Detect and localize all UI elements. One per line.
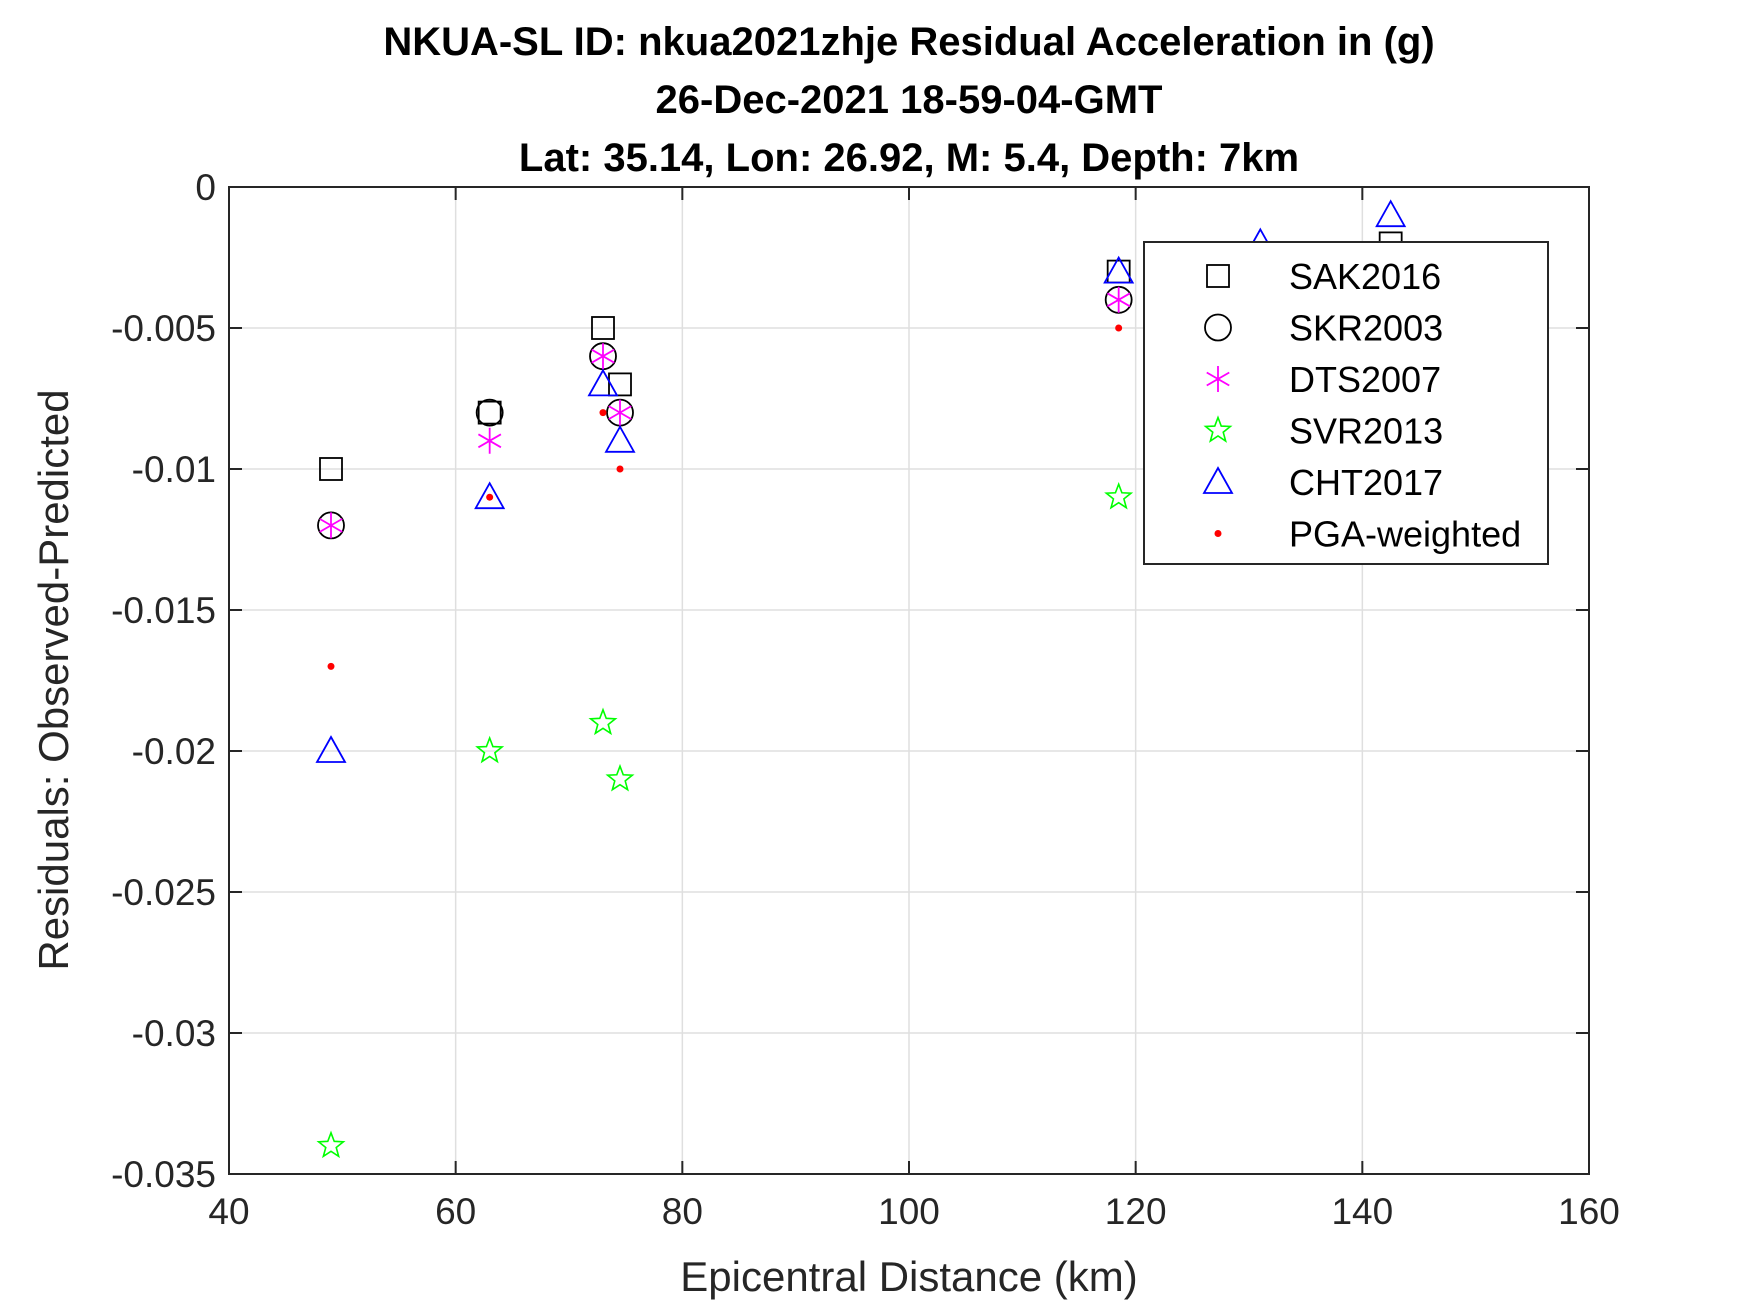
legend-item: SKR2003 xyxy=(1204,308,1443,349)
x-tick-label: 160 xyxy=(1558,1191,1620,1232)
series-svr2013 xyxy=(316,481,1134,1159)
point-pga-weighted xyxy=(327,662,335,670)
point-pga-weighted xyxy=(1115,324,1123,332)
legend-label: DTS2007 xyxy=(1289,359,1441,400)
point-dts2007 xyxy=(477,427,502,454)
x-axis-label: Epicentral Distance (km) xyxy=(680,1253,1137,1300)
legend-marker-skr2003 xyxy=(1204,313,1232,342)
point-sak2016 xyxy=(608,372,632,397)
point-cht2017 xyxy=(604,424,636,453)
series-dts2007 xyxy=(319,286,1131,539)
y-tick-label: -0.005 xyxy=(111,308,216,349)
title-line-2: 26-Dec-2021 18-59-04-GMT xyxy=(656,78,1163,122)
point-cht2017 xyxy=(315,735,347,763)
point-svr2013 xyxy=(316,1130,346,1159)
point-sak2016 xyxy=(477,400,502,425)
x-tick-label: 140 xyxy=(1331,1191,1393,1232)
point-dts2007 xyxy=(591,343,615,370)
x-tick-label: 40 xyxy=(208,1191,249,1232)
plot-frame xyxy=(228,186,1590,1175)
point-cht2017 xyxy=(1375,199,1407,228)
point-pga-weighted xyxy=(616,465,624,473)
point-sak2016 xyxy=(319,457,343,481)
legend-item: SAK2016 xyxy=(1206,256,1441,297)
legend-item: DTS2007 xyxy=(1206,359,1441,400)
y-tick-label: -0.01 xyxy=(132,449,216,490)
legend-marker-dts2007 xyxy=(1206,366,1230,392)
point-skr2003 xyxy=(475,398,504,427)
x-tick-label: 120 xyxy=(1105,1191,1167,1232)
point-sak2016 xyxy=(591,316,615,340)
y-tick-label: -0.035 xyxy=(111,1154,216,1195)
y-axis-label: Residuals: Observed-Predicted xyxy=(30,389,77,970)
point-svr2013 xyxy=(1104,481,1134,510)
legend-label: PGA-weighted xyxy=(1289,514,1521,555)
legend-marker-sak2016 xyxy=(1206,264,1230,288)
legend-label: SAK2016 xyxy=(1289,256,1441,297)
legend-item: PGA-weighted xyxy=(1214,514,1521,555)
legend: SAK2016 SKR2003 DTS2007 SVR2013 CHT2017 PGA-w… xyxy=(1143,241,1549,565)
title-line-3: Lat: 35.14, Lon: 26.92, M: 5.4, Depth: 7… xyxy=(519,136,1299,180)
point-cht2017 xyxy=(587,368,619,397)
legend-label: CHT2017 xyxy=(1289,462,1443,503)
y-tick-label: -0.025 xyxy=(111,872,216,913)
point-svr2013 xyxy=(605,763,635,792)
point-cht2017 xyxy=(474,481,506,510)
chart-title: NKUA-SL ID: nkua2021zhje Residual Accele… xyxy=(383,20,1434,180)
point-svr2013 xyxy=(588,707,618,736)
x-tick-label: 100 xyxy=(878,1191,940,1232)
point-cht2017 xyxy=(1103,255,1135,284)
legend-item: SVR2013 xyxy=(1203,411,1443,452)
x-tick-label: 60 xyxy=(435,1191,476,1232)
legend-label: SKR2003 xyxy=(1289,308,1443,349)
point-svr2013 xyxy=(475,735,505,764)
point-dts2007 xyxy=(1106,286,1131,313)
point-pga-weighted xyxy=(599,409,607,417)
series-pga-weighted xyxy=(327,324,1123,670)
legend-marker-pga-weighted xyxy=(1214,530,1222,537)
y-tick-label: -0.03 xyxy=(132,1013,216,1054)
legend-box xyxy=(1143,241,1549,565)
tick-labels: 40 60 80 100 120 140 160 0 -0.005 -0.01 -0.015 -0.0… xyxy=(111,167,1620,1232)
legend-marker-svr2013 xyxy=(1203,415,1233,443)
y-tick-label: -0.02 xyxy=(132,731,216,772)
legend-item: CHT2017 xyxy=(1202,462,1443,503)
y-tick-label: -0.015 xyxy=(111,590,216,631)
legend-marker-cht2017 xyxy=(1202,466,1234,494)
title-line-1: NKUA-SL ID: nkua2021zhje Residual Accele… xyxy=(383,20,1434,64)
point-dts2007 xyxy=(319,512,343,539)
data-markers xyxy=(315,199,1407,1159)
point-pga-weighted xyxy=(486,493,494,501)
series-cht2017 xyxy=(315,199,1407,763)
x-tick-label: 80 xyxy=(662,1191,703,1232)
legend-label: SVR2013 xyxy=(1289,411,1443,452)
point-dts2007 xyxy=(608,399,632,426)
y-tick-label: 0 xyxy=(195,167,216,208)
